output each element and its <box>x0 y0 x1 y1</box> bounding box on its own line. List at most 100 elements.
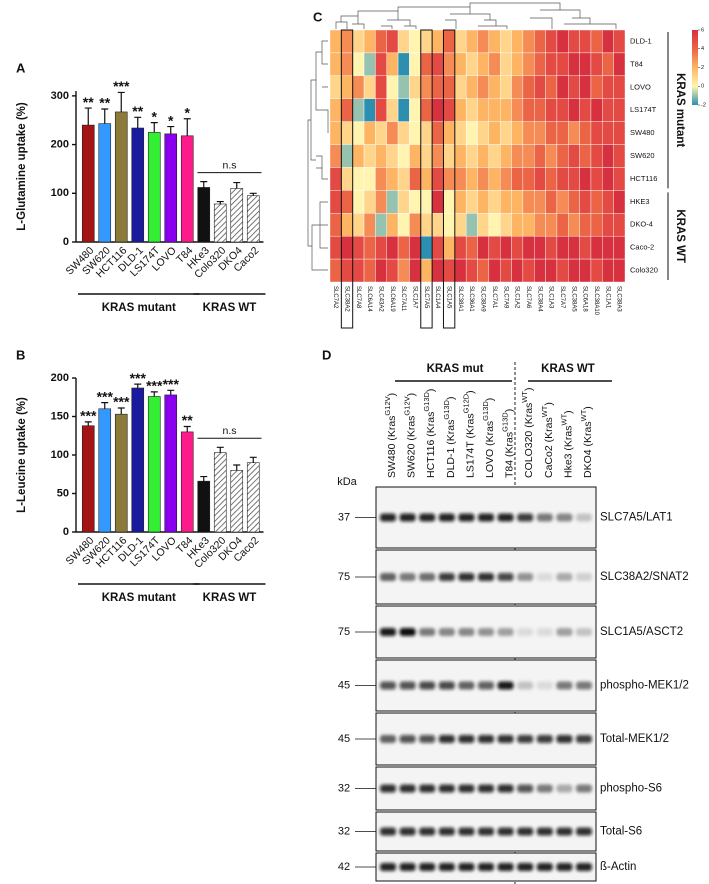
y-tick-label: 0 <box>63 236 69 248</box>
heatmap-cell <box>590 213 603 237</box>
heatmap-cell <box>341 213 353 237</box>
heatmap-cell <box>488 52 501 77</box>
heatmap-cell <box>522 235 535 260</box>
heatmap-cell <box>602 52 614 77</box>
heatmap-cell <box>465 121 478 145</box>
heatmap-cell <box>477 52 490 77</box>
group-label: KRAS WT <box>203 302 257 314</box>
band <box>399 784 416 793</box>
heatmap-cell <box>488 213 501 237</box>
column-label: SLC38A3 <box>616 286 622 312</box>
lane-label: SW620 (KrasG12V) <box>403 393 418 478</box>
heatmap-cell <box>363 121 376 145</box>
bar <box>114 111 128 243</box>
row-label: T84 <box>630 59 643 68</box>
heatmap-cell <box>602 213 614 237</box>
y-tick-label: 150 <box>51 410 69 422</box>
panel-label: C <box>313 9 323 24</box>
group-label: KRAS WT <box>203 592 257 604</box>
heatmap-cell <box>545 98 558 122</box>
heatmap-cell <box>420 258 433 283</box>
heatmap-cell <box>499 167 512 191</box>
band <box>399 573 416 581</box>
band <box>458 573 475 581</box>
band <box>556 827 573 836</box>
column-label: SLC1A3 <box>548 286 554 309</box>
band <box>497 628 514 636</box>
column-highlight <box>420 29 433 329</box>
heatmap-cell <box>431 144 444 168</box>
heatmap-cell <box>352 144 365 168</box>
heatmap-cell <box>522 213 535 237</box>
heatmap-cell <box>465 167 478 191</box>
heatmap-cell <box>534 121 546 145</box>
band <box>576 735 592 743</box>
y-tick-label: 50 <box>57 487 69 499</box>
heatmap-cell <box>386 144 399 168</box>
heatmap-cell <box>397 258 410 283</box>
heatmap-cell <box>409 29 421 54</box>
band <box>419 863 436 871</box>
bar <box>164 394 178 533</box>
colorbar-label: -2 <box>701 102 706 108</box>
band <box>497 827 514 836</box>
band <box>497 784 514 793</box>
heatmap-cell <box>465 29 478 54</box>
column-label: SLC7A2 <box>332 286 338 309</box>
heatmap-cell <box>522 144 535 168</box>
row-label: HCT116 <box>630 174 657 183</box>
heatmap-cell <box>545 190 558 214</box>
band <box>556 784 573 793</box>
annotation: n.s <box>222 425 236 437</box>
band <box>458 681 475 690</box>
heatmap-cell <box>477 167 490 191</box>
column-label: SLC6A19 <box>389 286 395 312</box>
colorbar-label: 2 <box>701 65 704 71</box>
heatmap-cell <box>397 29 410 54</box>
heatmap-cell <box>352 52 365 77</box>
heatmap-cell <box>499 52 512 77</box>
heatmap-cell <box>465 213 478 237</box>
heatmap-cell <box>420 167 433 191</box>
heatmap-cell <box>443 144 456 168</box>
heatmap-cell <box>613 75 626 99</box>
colorbar-label: 4 <box>701 46 704 52</box>
heatmap-cell <box>556 213 569 237</box>
heatmap-cell <box>443 121 456 145</box>
band <box>438 827 455 836</box>
heatmap-cell <box>409 213 421 237</box>
kda-marker: 75 <box>338 571 350 583</box>
error-bar <box>101 402 109 409</box>
y-tick-label: 200 <box>51 372 69 384</box>
bar <box>98 123 112 243</box>
heatmap-cell <box>329 167 342 191</box>
heatmap-cell <box>397 75 410 99</box>
heatmap-cell <box>499 98 512 122</box>
column-highlight <box>340 29 354 329</box>
heatmap-cell <box>499 190 512 214</box>
lane-label: LS174T (KrasG12D) <box>461 390 476 478</box>
band <box>380 573 396 581</box>
row-label: Colo320 <box>630 266 658 275</box>
heatmap-cell <box>590 29 603 54</box>
error-bar <box>84 107 92 126</box>
heatmap-cell <box>590 235 603 260</box>
band <box>380 513 396 522</box>
band <box>419 573 436 581</box>
heatmap-cell <box>431 213 444 237</box>
heatmap-cell <box>568 167 580 191</box>
lane-label: SW480 (KrasG12V) <box>383 393 398 478</box>
heatmap-cell <box>431 52 444 77</box>
bar <box>230 188 244 243</box>
kda-label: kDa <box>337 476 357 488</box>
heatmap-cell <box>465 258 478 283</box>
heatmap-cell <box>613 213 626 237</box>
bar <box>147 132 161 243</box>
band <box>419 628 436 636</box>
heatmap-cell <box>454 121 467 145</box>
heatmap-cell <box>420 213 433 237</box>
band <box>419 513 436 522</box>
band <box>576 573 592 581</box>
heatmap-cell <box>375 29 387 54</box>
heatmap-cell <box>409 190 421 214</box>
